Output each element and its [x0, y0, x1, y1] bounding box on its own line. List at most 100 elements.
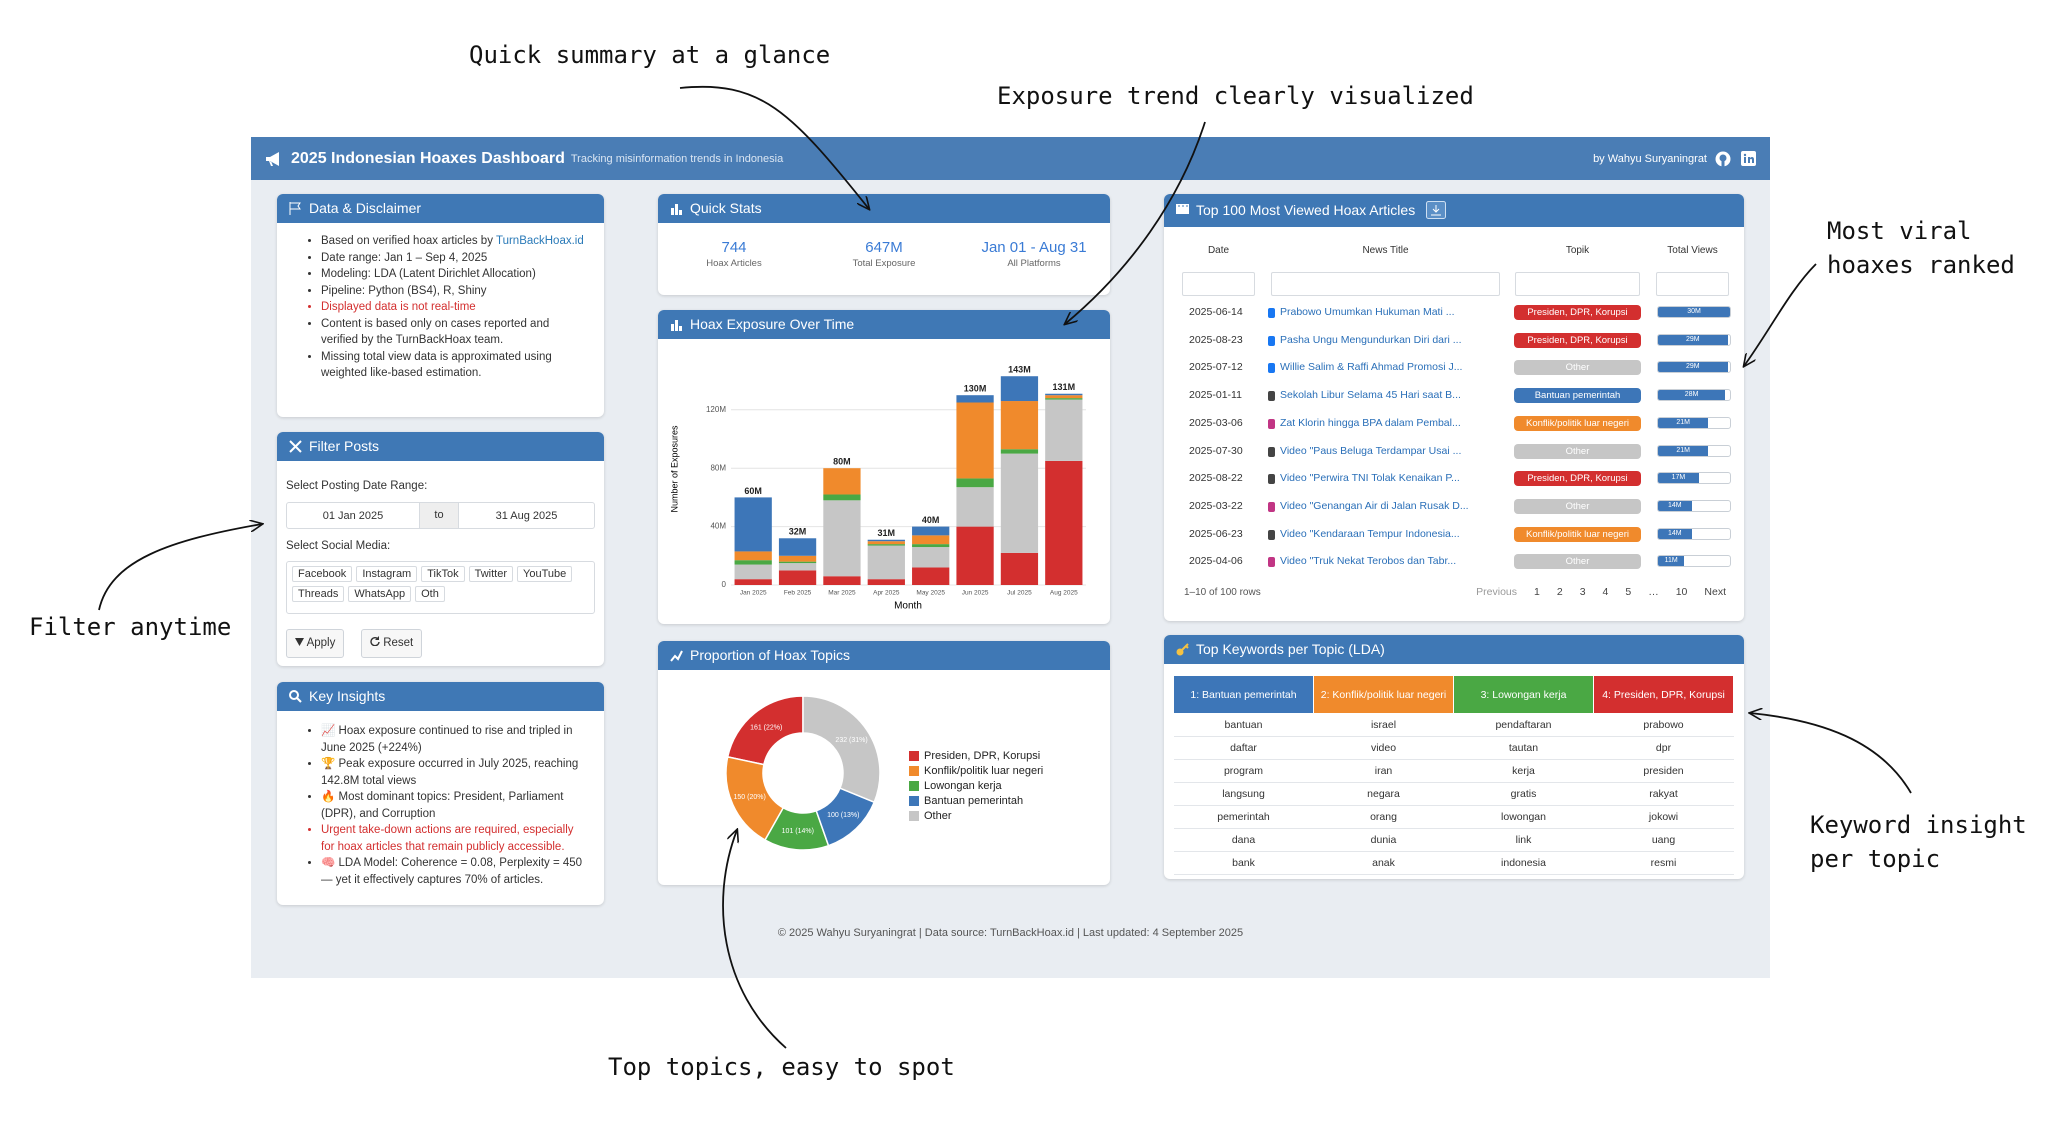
- exposure-chart: Month Number of Exposures 0 40M 80M 120M 60M…: [669, 365, 1086, 612]
- column-header: News Title: [1362, 245, 1409, 256]
- media-chip[interactable]: Oth: [415, 586, 445, 602]
- page-link[interactable]: Next: [1704, 586, 1726, 598]
- keyword-cell: negara: [1313, 782, 1454, 806]
- views-bar: 17M: [1658, 473, 1699, 484]
- list-item: Modeling: LDA (Latent Dirichlet Allocati…: [321, 266, 588, 283]
- bar-segment: [1000, 552, 1039, 585]
- column-header: Date: [1207, 245, 1230, 256]
- title-cell[interactable]: Willie Salim & Raffi Ahmad Promosi J...: [1280, 361, 1463, 374]
- bar-segment: [956, 395, 994, 403]
- apply-button[interactable]: Apply: [286, 629, 345, 658]
- views-track: 30M: [1657, 306, 1731, 318]
- page-link[interactable]: 5: [1625, 586, 1632, 598]
- title-cell[interactable]: Sekolah Libur Selama 45 Hari saat B...: [1280, 389, 1461, 402]
- column-header: 3: Lowongan kerja: [1453, 675, 1594, 714]
- date-cell: 2025-08-23: [1189, 333, 1243, 346]
- title-cell[interactable]: Video "Kendaraan Tempur Indonesia...: [1280, 527, 1460, 540]
- table-row: dana dunia link uang: [1173, 828, 1734, 852]
- page-link[interactable]: 10: [1675, 586, 1688, 598]
- reset-button[interactable]: Reset: [361, 629, 423, 658]
- download-button[interactable]: [1426, 201, 1446, 219]
- annotation: Keyword insight per topic: [1810, 811, 2027, 873]
- end-date[interactable]: 31 Aug 2025: [495, 509, 558, 522]
- media-chip[interactable]: Threads: [292, 586, 345, 602]
- table-row: pemerintah orang lowongan jokowi: [1173, 805, 1734, 829]
- bar-segment: [823, 494, 861, 501]
- filter-input[interactable]: [1182, 272, 1255, 296]
- y-tick-label: 40M: [710, 522, 726, 531]
- views-bar: 11M: [1658, 556, 1685, 567]
- item-text: Based on verified hoax articles by: [321, 235, 493, 247]
- stat: Jan 01 - Aug 31 All Platforms: [959, 239, 1109, 269]
- bar-segment: [734, 579, 772, 585]
- bar-segment: [734, 560, 772, 565]
- bar-segment: [1045, 460, 1083, 585]
- keyword-cell: resmi: [1593, 851, 1734, 875]
- media-chip[interactable]: Facebook: [292, 566, 353, 582]
- bar-segment: [1045, 393, 1083, 396]
- topic-badge: Other: [1514, 498, 1641, 514]
- views-bar: 29M: [1658, 362, 1728, 373]
- bar-segment: [912, 526, 950, 536]
- media-chip[interactable]: YouTube: [517, 566, 573, 582]
- panel-title: Proportion of Hoax Topics: [690, 647, 851, 663]
- media-chip[interactable]: Twitter: [468, 566, 514, 582]
- media-chip[interactable]: TikTok: [421, 566, 465, 582]
- title-cell[interactable]: Video "Truk Nekat Terobos dan Tabr...: [1280, 555, 1457, 568]
- github-icon[interactable]: [1715, 151, 1731, 167]
- page-link[interactable]: 2: [1556, 586, 1563, 598]
- page-link[interactable]: Previous: [1476, 586, 1517, 598]
- filter-input[interactable]: [1515, 272, 1640, 296]
- list-item: Content is based only on cases reported …: [321, 316, 588, 349]
- filter-input[interactable]: [1656, 272, 1729, 296]
- bar-segment: [734, 564, 772, 580]
- linkedin-icon[interactable]: [1741, 151, 1756, 166]
- views-track: 28M: [1657, 389, 1731, 402]
- link[interactable]: TurnBackHoax.id: [495, 235, 584, 247]
- panel-title: Filter Posts: [309, 438, 380, 454]
- date-range-input[interactable]: 01 Jan 2025 to 31 Aug 2025: [286, 502, 595, 529]
- item-text: Displayed data is not real-time: [321, 301, 476, 313]
- chart-icon: [671, 204, 682, 215]
- title-cell[interactable]: Video "Genangan Air di Jalan Rusak D...: [1280, 499, 1469, 512]
- page-link[interactable]: …: [1648, 586, 1659, 598]
- list-item: Pipeline: Python (BS4), R, Shiny: [321, 283, 588, 300]
- keyword-cell: daftar: [1173, 736, 1314, 760]
- legend-label: Konflik/politik luar negeri: [924, 765, 1043, 777]
- x-tick-label: Jun 2025: [962, 590, 989, 597]
- title-cell[interactable]: Zat Klorin hingga BPA dalam Pembal...: [1280, 416, 1461, 429]
- x-tick-label: May 2025: [916, 590, 945, 597]
- filter-input[interactable]: [1271, 272, 1500, 296]
- views-bar: 21M: [1658, 417, 1709, 428]
- annotation: Quick summary at a glance: [469, 41, 831, 69]
- legend-swatch: [909, 811, 919, 821]
- media-chip[interactable]: WhatsApp: [348, 586, 412, 602]
- bar-segment: [867, 579, 905, 585]
- arrow: [1750, 713, 1912, 794]
- title-cell[interactable]: Video "Paus Beluga Terdampar Usai ...: [1280, 444, 1462, 457]
- start-date[interactable]: 01 Jan 2025: [322, 509, 384, 522]
- title-cell[interactable]: Pasha Ungu Mengundurkan Diri dari ...: [1280, 333, 1462, 346]
- filter-icon: [295, 638, 304, 646]
- bar-segment: [823, 576, 861, 585]
- legend-swatch: [909, 796, 919, 806]
- title-cell[interactable]: Video "Perwira TNI Tolak Kenaikan P...: [1280, 472, 1460, 485]
- column-header: 1: Bantuan pemerintah: [1173, 675, 1314, 714]
- flag-icon: [289, 202, 301, 215]
- page-link[interactable]: 1: [1534, 586, 1540, 598]
- legend-swatch: [909, 751, 919, 761]
- media-select[interactable]: Facebook Instagram TikTok Twitter YouTube Thr…: [286, 561, 595, 614]
- bar-segment: [734, 551, 772, 561]
- date-cell: 2025-06-14: [1189, 306, 1243, 318]
- keyword-cell: pendaftaran: [1453, 713, 1594, 737]
- media-chip[interactable]: Instagram: [356, 566, 418, 582]
- platform-icon: [1268, 474, 1275, 485]
- table-row: bantuan israel pendaftaran prabowo: [1173, 713, 1734, 737]
- tools-icon: [289, 440, 302, 453]
- page-link[interactable]: 3: [1579, 586, 1586, 598]
- page-link[interactable]: 4: [1602, 586, 1609, 598]
- title-cell[interactable]: Prabowo Umumkan Hukuman Mati ...: [1280, 306, 1455, 318]
- top-articles-panel: Top 100 Most Viewed Hoax Articles 1–10 o…: [1164, 194, 1744, 621]
- date-cell: 2025-01-11: [1189, 389, 1242, 402]
